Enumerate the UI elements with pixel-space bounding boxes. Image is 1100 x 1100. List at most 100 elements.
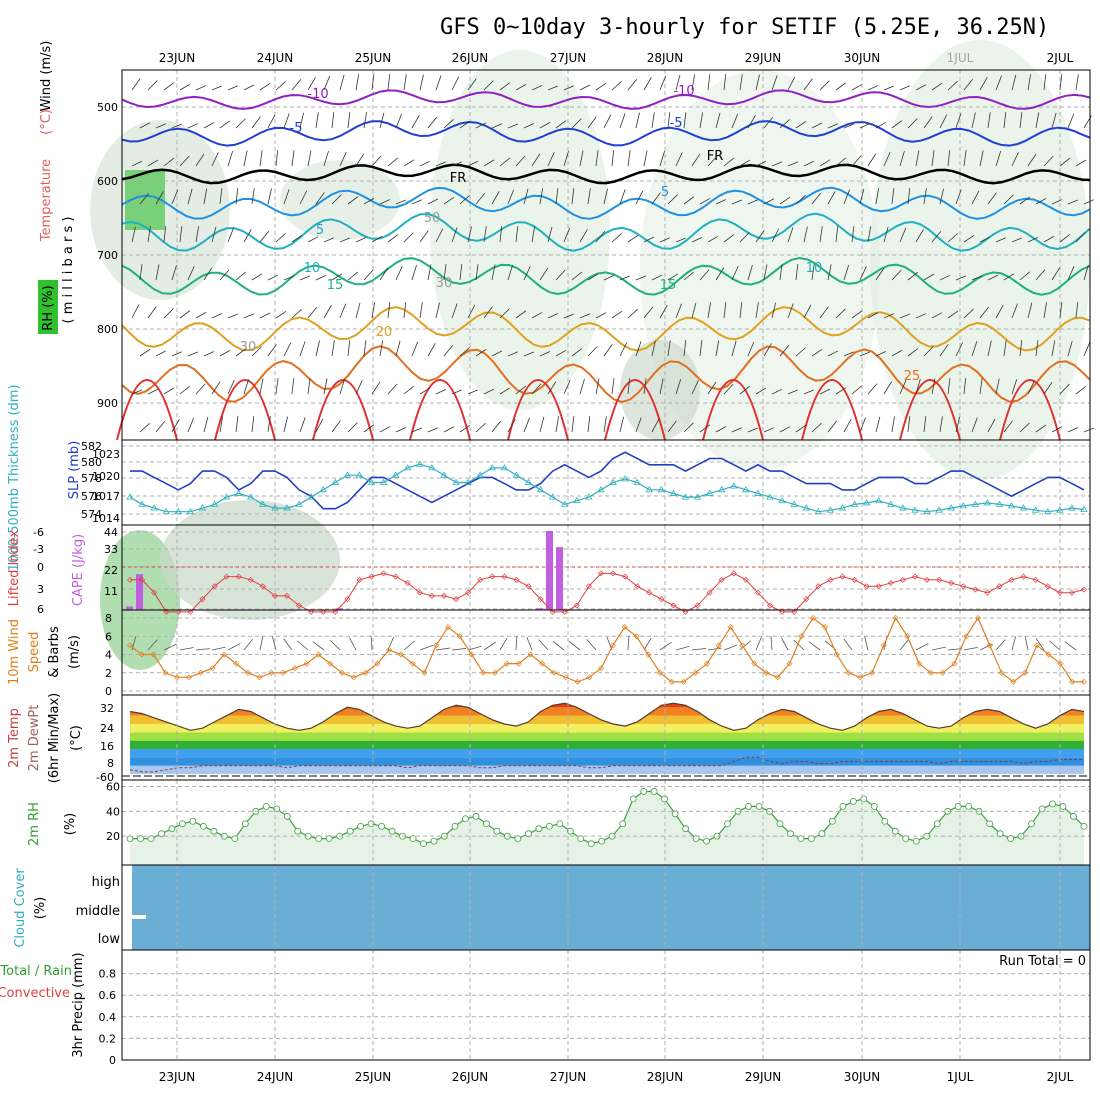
thickness-marker bbox=[1007, 502, 1016, 509]
wind-barb bbox=[483, 306, 493, 319]
rh-marker bbox=[126, 835, 134, 843]
cape-bar bbox=[336, 608, 343, 610]
wind-barb-10m bbox=[1024, 636, 1029, 651]
wind-barb bbox=[763, 198, 775, 205]
wind-speed-marker bbox=[421, 669, 428, 676]
wind-barb bbox=[667, 112, 671, 129]
wind-barb bbox=[731, 265, 739, 281]
wind-barb bbox=[315, 274, 327, 281]
y-tick-label: 24 bbox=[100, 722, 114, 735]
wind-barb bbox=[267, 416, 271, 433]
wind-barb bbox=[691, 380, 699, 395]
wind-barb bbox=[1027, 237, 1039, 243]
wind-barb bbox=[739, 232, 750, 243]
wind-speed-marker bbox=[833, 651, 840, 658]
wind-barb bbox=[907, 416, 911, 433]
wind-barb bbox=[731, 199, 742, 205]
wind-barb bbox=[491, 123, 503, 129]
wind-barb bbox=[411, 199, 423, 205]
wind-barb bbox=[443, 345, 454, 357]
top-date-label: 28JUN bbox=[647, 51, 684, 65]
isotherm-line bbox=[121, 120, 1091, 147]
wind-barb bbox=[571, 188, 575, 205]
cape-bar bbox=[136, 574, 143, 610]
wind-barb bbox=[763, 427, 775, 433]
wind-speed-marker bbox=[138, 651, 145, 658]
contour-label: -10 bbox=[673, 84, 694, 99]
thickness-marker bbox=[416, 460, 424, 467]
wind-barb bbox=[683, 196, 695, 205]
thickness-marker bbox=[899, 504, 907, 511]
wind-barb bbox=[651, 274, 663, 281]
wind-barb bbox=[963, 78, 974, 91]
wind-barb bbox=[699, 112, 704, 129]
thickness-marker bbox=[150, 504, 158, 511]
rh-marker bbox=[755, 802, 763, 810]
wind-barb bbox=[283, 416, 288, 433]
wind-barb-10m bbox=[312, 641, 325, 651]
wind-barb bbox=[1035, 112, 1040, 129]
wind-barb bbox=[819, 80, 830, 91]
lifted-index-marker bbox=[356, 576, 363, 583]
wind-barb-10m bbox=[979, 643, 993, 651]
wind-barb bbox=[579, 229, 588, 243]
wind-speed-marker bbox=[774, 674, 781, 681]
lifted-index-marker bbox=[658, 596, 665, 603]
top-date-label: 24JUN bbox=[257, 51, 294, 65]
wind-barb bbox=[339, 378, 345, 395]
wind-barb bbox=[699, 424, 711, 433]
wind-barb bbox=[179, 83, 191, 91]
wind-barb bbox=[395, 199, 406, 205]
wind-barb bbox=[251, 416, 255, 433]
wind-barb bbox=[435, 161, 446, 167]
wind-barb bbox=[595, 231, 606, 243]
wind-barb bbox=[203, 267, 213, 281]
wind-barb bbox=[147, 306, 157, 319]
wind-barb bbox=[163, 226, 167, 243]
rh-marker bbox=[598, 837, 606, 845]
lifted-index-marker bbox=[199, 596, 206, 603]
wind-barb bbox=[947, 80, 958, 91]
y-tick-label: 40 bbox=[106, 805, 120, 818]
wind-barb bbox=[139, 423, 150, 433]
wind-barb bbox=[923, 188, 927, 205]
wind-barb bbox=[803, 226, 808, 243]
wind-barb-10m bbox=[947, 648, 962, 651]
wind-barb bbox=[675, 303, 682, 319]
wind-barb bbox=[619, 342, 628, 357]
wind-barb bbox=[683, 112, 687, 129]
rh-marker bbox=[483, 820, 490, 828]
y-tick-label: 0.2 bbox=[99, 1032, 117, 1045]
wind-barb bbox=[747, 115, 756, 129]
wind-barb bbox=[939, 344, 949, 357]
wind-speed-marker bbox=[268, 669, 275, 676]
contour-label: -5 bbox=[290, 121, 303, 136]
y-tick-label: 60 bbox=[106, 780, 120, 793]
rh-marker bbox=[692, 835, 700, 843]
wind-barb bbox=[795, 194, 806, 205]
wind-barb-10m bbox=[227, 643, 241, 651]
wind-barb bbox=[787, 161, 798, 167]
wind-barb bbox=[587, 346, 598, 357]
thickness-marker bbox=[995, 500, 1004, 507]
wind-barb bbox=[587, 416, 591, 433]
lifted-index-marker bbox=[948, 580, 955, 587]
wind-barb bbox=[283, 113, 290, 129]
rh-marker bbox=[870, 802, 878, 810]
wind-barb bbox=[547, 381, 557, 395]
wind-barb bbox=[859, 351, 870, 357]
wind-speed-marker bbox=[657, 669, 663, 676]
wind-barb bbox=[659, 378, 664, 395]
wind-barb bbox=[723, 157, 735, 167]
wind-barb bbox=[555, 416, 559, 433]
isotherm-30-arc bbox=[999, 379, 1061, 441]
wind-barb bbox=[467, 78, 477, 91]
wind-barb bbox=[347, 340, 351, 357]
wind-barb bbox=[843, 123, 854, 129]
wind-barb bbox=[147, 226, 151, 243]
wind-barb bbox=[427, 343, 436, 357]
rh-marker bbox=[891, 827, 899, 835]
wind-barb bbox=[227, 313, 238, 319]
wind-barb bbox=[1075, 159, 1087, 167]
wind-barb bbox=[715, 340, 720, 357]
